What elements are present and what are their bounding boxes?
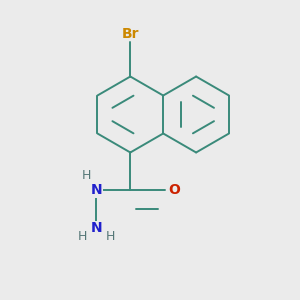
Text: O: O [169, 184, 180, 197]
Text: H: H [77, 230, 87, 243]
Text: N: N [90, 221, 102, 236]
Text: H: H [105, 230, 115, 243]
Text: H: H [82, 169, 92, 182]
Text: Br: Br [122, 27, 139, 41]
Text: N: N [90, 184, 102, 197]
